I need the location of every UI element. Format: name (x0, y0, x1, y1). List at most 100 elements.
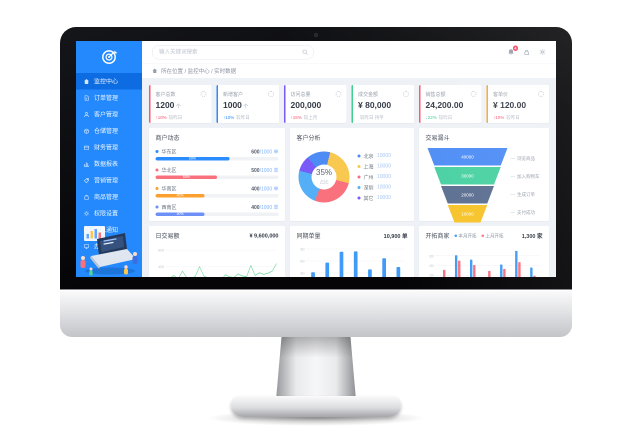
panel-title: 客户分析 (296, 134, 321, 142)
panel-order-volume: 同期单量 10,900 单 900 600 300 (290, 226, 414, 277)
svg-text:6000: 6000 (158, 248, 164, 253)
breadcrumb-text: 所在位置 / 监控中心 / 实时数据 (161, 68, 237, 75)
accent-bar (486, 85, 488, 123)
kpi-value: 200,000 (290, 100, 322, 111)
sidebar-item-reports[interactable]: 数据报表 (76, 156, 142, 173)
sidebar-item-orders[interactable]: 订单管理 (76, 90, 142, 107)
kpi-card-new-customers: 新增客户 1000 个 ↑10% 较昨日 (216, 85, 279, 123)
region-label: 西南区 (161, 205, 177, 211)
progress-track: 50% (155, 175, 279, 179)
svg-text:600: 600 (429, 254, 434, 259)
target-logo-icon (102, 50, 118, 64)
search-input[interactable] (158, 48, 302, 56)
card-settings-icon[interactable] (538, 90, 544, 97)
lock-screen-button[interactable] (524, 49, 531, 56)
sidebar-item-monitor-center[interactable]: 监控中心 (76, 73, 142, 90)
kpi-label: 成交金额 (358, 92, 378, 98)
order-icon (84, 95, 89, 101)
kpi-label: 访问总量 (290, 92, 311, 98)
sidebar-item-label: 财务管理 (94, 144, 119, 151)
monitor-bezel: 监控中心 订单管理 客户管理 仓储管理 (60, 27, 572, 289)
progress-fill: 50% (155, 175, 217, 179)
progress-fill: 40% (155, 212, 205, 216)
middle-row: 商户动态 华东区 600/1000 单 60% 华北区 500/1000 单 50%… (149, 128, 549, 223)
progress-fill: 60% (155, 157, 230, 161)
panel-title: 同期单量 (296, 232, 321, 240)
sidebar-item-customers[interactable]: 客户管理 (76, 106, 142, 123)
screen: 监控中心 订单管理 客户管理 仓储管理 (76, 41, 556, 277)
kpi-value: 24,200.00 (425, 100, 464, 111)
line-chart: 600040002000 (156, 243, 279, 277)
funnel-step-label: 加入购物车 (511, 173, 540, 180)
funnel-step-label: 生成订单 (511, 191, 540, 198)
series-dot (155, 205, 159, 209)
header-actions: 4 (508, 45, 547, 56)
progress-fill: 40% (155, 194, 205, 198)
kpi-delta: ↑10% 较昨日 (223, 115, 250, 120)
kpi-label: 客户总数 (155, 92, 176, 98)
card-settings-icon[interactable] (335, 90, 342, 97)
sidebar-item-label: 仓储管理 (94, 127, 119, 135)
svg-text:4000: 4000 (158, 264, 164, 269)
progress-row: 华南区 400/1000 单 40% (155, 185, 279, 198)
accent-bar (216, 85, 218, 123)
breadcrumb: 所在位置 / 监控中心 / 实时数据 (142, 63, 556, 79)
bell-icon (508, 49, 514, 55)
kpi-value: 1000 个 (223, 100, 249, 111)
sidebar-item-marketing[interactable]: 营销管理 (76, 172, 142, 189)
panel-daily-trade: 日交易额¥ 9,600,000 600040002000 (149, 226, 285, 277)
notification-bell-button[interactable]: 4 (508, 45, 518, 56)
monitor-stand-base (231, 396, 401, 417)
accent-bar (284, 85, 286, 123)
kpi-card-deal-amount: 成交金额 ¥ 80,000 较昨日 持平 (351, 85, 414, 123)
card-settings-icon[interactable] (268, 90, 274, 97)
home-icon[interactable] (152, 68, 158, 74)
legend-dot (357, 164, 361, 168)
panel-title: 日交易额 (155, 232, 180, 240)
app-logo[interactable] (76, 41, 142, 72)
legend-dot (481, 234, 485, 237)
region-label: 华南区 (161, 186, 177, 193)
sidebar-item-goods[interactable]: 商品管理 (76, 189, 142, 206)
accent-bar (351, 85, 353, 123)
region-label: 华北区 (161, 168, 177, 174)
funnel-step-label: 支付成功 (511, 209, 540, 216)
accent-bar (419, 85, 421, 123)
search-icon[interactable] (302, 49, 308, 55)
card-settings-icon[interactable] (470, 90, 477, 97)
series-dot (155, 168, 159, 172)
marketing-icon (84, 177, 89, 183)
top-bar: 4 (142, 41, 556, 63)
panel-merchant-progress: 商户动态 华东区 600/1000 单 60% 华北区 500/1000 单 50%… (149, 128, 285, 221)
warehouse-icon (84, 128, 89, 134)
legend-dot (454, 234, 458, 237)
series-dot (155, 149, 159, 153)
bar-chart: 900 600 300 (297, 243, 408, 277)
funnel-chart: 40000 30000 20000 10000 (426, 148, 510, 223)
kpi-card-visits: 访问总量 200,000 ↑15% 较上月 (284, 85, 347, 123)
kpi-value: 1200 个 (155, 100, 181, 111)
card-settings-icon[interactable] (200, 90, 207, 97)
notification-badge: 4 (512, 45, 518, 51)
donut-chart: 35% 占比 (298, 151, 350, 203)
svg-text:400: 400 (429, 264, 434, 269)
settings-button[interactable] (539, 49, 546, 56)
sidebar-item-warehouse[interactable]: 仓储管理 (76, 123, 142, 140)
card-settings-icon[interactable] (403, 90, 409, 97)
kpi-value: ¥ 80,000 (358, 100, 392, 111)
sidebar-item-label: 数据报表 (94, 160, 119, 168)
kpi-delta: ↑10% 较昨日 (493, 115, 520, 120)
legend-dot (357, 175, 361, 179)
grouped-bar-chart: 600 400 200 (426, 243, 543, 277)
svg-text:600: 600 (300, 259, 305, 264)
legend-dot (357, 185, 361, 189)
donut-center: 35% 占比 (311, 164, 337, 190)
progress-row: 华东区 600/1000 单 60% (155, 148, 279, 161)
funnel-step-label: 浏览商品 (511, 155, 540, 162)
sidebar-item-permissions[interactable]: 权限设置 (76, 205, 142, 222)
kpi-delta: ↑10% 较昨日 (155, 115, 183, 120)
sidebar-item-finance[interactable]: 财务管理 (76, 139, 142, 156)
sidebar-item-label: 消息通知 (94, 226, 119, 234)
kpi-row: 客户总数 1200 个 ↑10% 较昨日 新增客户 1000 个 ↑10% 较昨日 (149, 85, 549, 123)
sidebar-item-label: 订单管理 (94, 94, 119, 102)
